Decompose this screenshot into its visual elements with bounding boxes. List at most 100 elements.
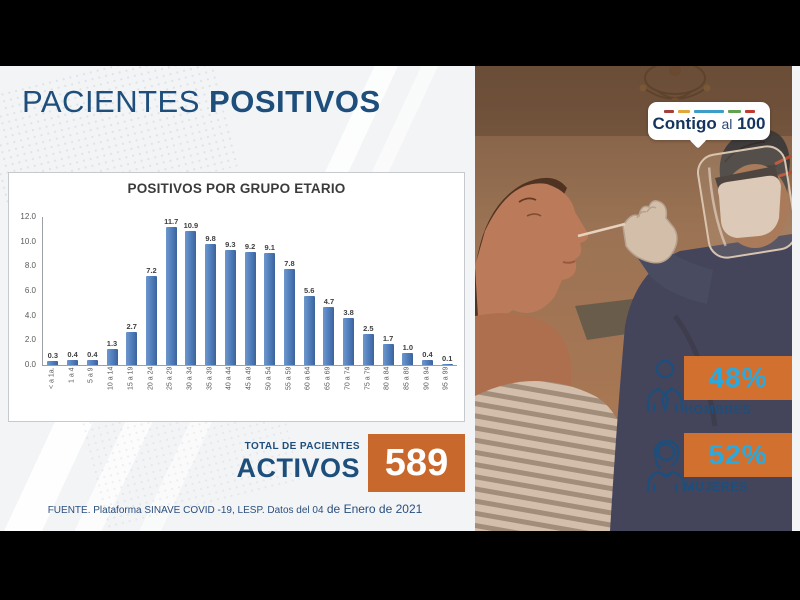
y-tick-label: 0.0	[24, 360, 36, 369]
hombres-label: HOMBRES	[684, 403, 752, 417]
logo-word-al: al	[721, 115, 733, 132]
bar	[86, 360, 98, 365]
bar-value-label: 9.1	[264, 242, 275, 252]
page-title-bold: POSITIVOS	[209, 84, 381, 119]
logo-dash	[744, 109, 755, 113]
chart-title: POSITIVOS POR GRUPO ETARIO	[127, 181, 346, 196]
x-tick-label: 1 a 4	[68, 367, 76, 383]
x-tick-label: 45 a 49	[245, 367, 253, 391]
bar	[283, 268, 295, 365]
bar	[303, 295, 315, 365]
bar	[441, 363, 453, 365]
y-tick-label: 8.0	[24, 261, 36, 271]
bar-value-label: 0.3	[47, 351, 59, 361]
bar-column: 7.8	[280, 217, 300, 365]
x-tick-label: 75 a 79	[363, 367, 371, 391]
bar-value-label: 9.2	[244, 241, 256, 251]
bar	[402, 352, 414, 365]
face-shield-glare	[707, 167, 727, 247]
total-label-big: ACTIVOS	[236, 453, 360, 483]
bar-value-label: 0.4	[67, 350, 78, 360]
bar	[362, 334, 374, 365]
bar	[382, 344, 394, 365]
logo-dash	[727, 109, 741, 113]
bar	[343, 318, 355, 365]
y-axis: 12.0 10.0 8.0 6.0 4.0 2.0 0.0	[9, 212, 39, 369]
bar	[67, 360, 79, 365]
source-date: de Enero de 2021	[323, 502, 423, 516]
bar-column: 0.4	[418, 217, 438, 365]
total-value-box: 589	[368, 434, 465, 492]
logo-text: Contigo al 100	[653, 115, 766, 133]
hombres-percent: 48%	[708, 362, 768, 393]
bar	[165, 227, 177, 365]
bar	[224, 250, 236, 365]
patient-figure	[475, 177, 643, 531]
bar-value-label: 5.6	[303, 285, 315, 295]
x-tick-label: 80 a 84	[383, 367, 391, 391]
logo-word-contigo: Contigo	[652, 113, 717, 133]
bar-column: 7.2	[142, 217, 162, 365]
slide: PACIENTES POSITIVOS POSITIVOS POR GRUPO …	[0, 66, 800, 531]
source-text: FUENTE. Plataforma SINAVE COVID -19, LES…	[47, 505, 324, 516]
x-tick-label: 85 a 89	[403, 367, 411, 391]
page-title: PACIENTES POSITIVOS	[22, 84, 381, 120]
bar	[264, 252, 276, 365]
bar-value-label: 9.8	[205, 234, 216, 244]
bar-value-label: 9.3	[225, 240, 236, 250]
bar-value-label: 0.1	[442, 353, 453, 363]
x-tick-label: < a 1a.	[48, 367, 56, 389]
bar	[185, 230, 197, 365]
x-tick-label: 25 a 29	[166, 367, 174, 391]
bar-column: 0.4	[82, 217, 102, 365]
bar-column: 2.7	[122, 217, 142, 365]
logo-dash	[663, 109, 674, 113]
bar-column: 11.7	[161, 217, 181, 365]
bar-value-label: 0.4	[87, 350, 98, 360]
bar-column: 5.6	[299, 217, 319, 365]
y-tick-label: 4.0	[24, 310, 36, 320]
x-tick-label: 50 a 54	[265, 367, 273, 391]
bar-value-label: 4.7	[323, 297, 335, 307]
bar-column: 0.3	[43, 217, 63, 365]
y-tick-label: 10.0	[20, 236, 36, 246]
x-tick-label: 20 a 24	[146, 367, 154, 391]
man-icon	[646, 359, 684, 413]
patient-striped-shirt	[475, 381, 643, 531]
x-tick-label: 70 a 74	[344, 367, 352, 391]
bar	[126, 331, 138, 365]
bar-value-label: 2.7	[126, 321, 137, 331]
logo-dashes	[663, 109, 755, 113]
patient-face	[475, 183, 589, 334]
patient-eye	[526, 213, 542, 217]
total-value: 589	[384, 441, 449, 484]
x-tick-label: 30 a 34	[186, 367, 194, 391]
bar-value-label: 2.5	[363, 324, 374, 334]
bar-value-label: 1.0	[402, 342, 414, 352]
worker-n95-mask	[718, 175, 781, 238]
bar-column: 10.9	[181, 217, 201, 365]
bar-value-label: 7.8	[284, 258, 295, 268]
bar-column: 1.0	[398, 217, 418, 365]
bar-value-label: 0.4	[422, 350, 433, 360]
bar-value-label: 1.3	[106, 338, 118, 348]
face-shield	[697, 145, 792, 259]
bar-column: 0.4	[63, 217, 83, 365]
bar-column: 9.1	[260, 217, 280, 365]
bar	[145, 276, 157, 365]
bar-column: 9.2	[240, 217, 260, 365]
bar-column: 2.5	[359, 217, 379, 365]
y-tick-label: 6.0	[24, 286, 36, 295]
y-tick-label: 2.0	[24, 335, 36, 345]
bar	[47, 361, 59, 365]
x-tick-label: 15 a 19	[127, 367, 135, 391]
bar-column: 4.7	[319, 217, 339, 365]
hombres-percent-box: 48%	[684, 356, 792, 400]
x-labels: < a 1a. 1 a 4 5 a 9 10 a 14 15 a 19 20 a 24 25…	[42, 367, 456, 415]
bar-area: 0.3 0.4 0.4 1.3 2.7 7.2 11.7 10.9 9.8 9.3 9.2 9.1 7.…	[42, 217, 457, 366]
bar-column: 9.3	[220, 217, 240, 365]
bar-column: 3.8	[339, 217, 359, 365]
mujeres-percent-box: 52%	[684, 433, 792, 477]
bar	[244, 251, 256, 365]
